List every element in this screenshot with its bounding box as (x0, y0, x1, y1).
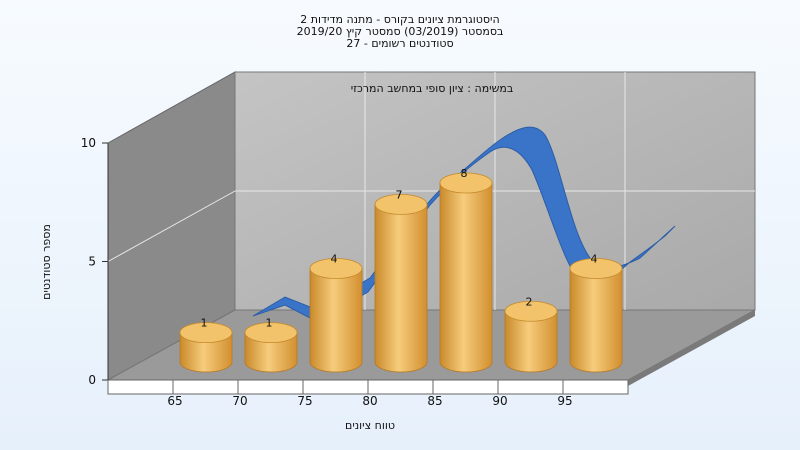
chart-title-line-1: היסטוגרמת ציונים בקורס - מתנה מדידות 2 (300, 13, 499, 26)
bar (179, 322, 233, 373)
x-tick-label: 95 (557, 394, 572, 408)
bar-value-label: 7 (396, 188, 403, 201)
bar-value-label: 1 (266, 317, 273, 330)
x-tick-label: 85 (427, 394, 442, 408)
grid-line (107, 190, 236, 262)
bar (374, 193, 428, 373)
bar-value-label: 4 (331, 253, 338, 266)
x-axis-title: טווח ציונים (345, 419, 395, 432)
chart-title-line-2: בסמסטר (03/2019) סמסטר קיץ 2019/20 (297, 25, 504, 38)
bar-value-label: 1 (201, 317, 208, 330)
x-tick-label: 65 (167, 394, 182, 408)
gridlines (107, 72, 755, 310)
x-tick-label: 80 (362, 394, 377, 408)
y-tick-label: 0 (88, 373, 96, 387)
bar (439, 172, 493, 373)
x-tick-label: 75 (297, 394, 312, 408)
x-tick-label: 70 (232, 394, 247, 408)
bar-value-label: 4 (591, 253, 598, 266)
bar (504, 300, 558, 373)
floor-front-edge (628, 310, 755, 386)
bar-value-label: 8 (461, 167, 468, 180)
y-tick-label: 10 (81, 136, 96, 150)
chart-title-line-3: סטודנטים רשומים - 27 (346, 37, 453, 50)
y-tick-label: 5 (88, 255, 96, 269)
y-axis-title: מספר סטודנטים (40, 224, 53, 300)
x-tick-label: 90 (492, 394, 507, 408)
bar (309, 258, 363, 373)
chart-subtitle: במשימה : ציון סופי במחשב המרכזי (351, 82, 514, 95)
bar (569, 258, 623, 373)
bar-value-label: 2 (526, 295, 533, 308)
bar (244, 322, 298, 373)
